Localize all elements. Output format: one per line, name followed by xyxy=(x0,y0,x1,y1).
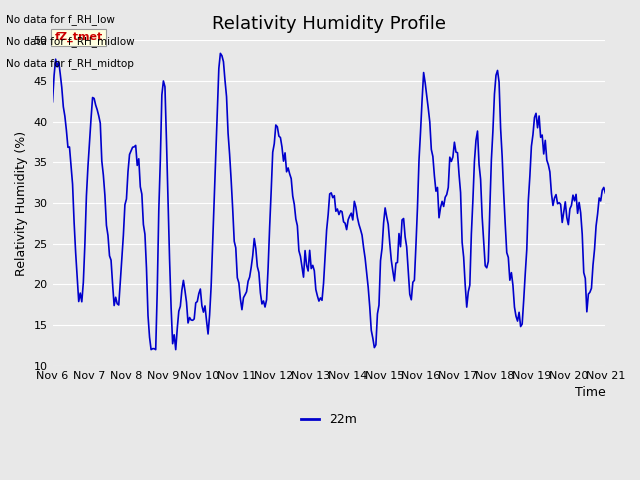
Title: Relativity Humidity Profile: Relativity Humidity Profile xyxy=(212,15,446,33)
Text: No data for f_RH_midtop: No data for f_RH_midtop xyxy=(6,58,134,69)
Text: fZ_tmet: fZ_tmet xyxy=(54,32,102,42)
Text: No data for f_RH_midlow: No data for f_RH_midlow xyxy=(6,36,135,47)
Y-axis label: Relativity Humidity (%): Relativity Humidity (%) xyxy=(15,131,28,276)
X-axis label: Time: Time xyxy=(575,386,605,399)
Text: No data for f_RH_low: No data for f_RH_low xyxy=(6,14,115,25)
Legend: 22m: 22m xyxy=(296,408,362,432)
